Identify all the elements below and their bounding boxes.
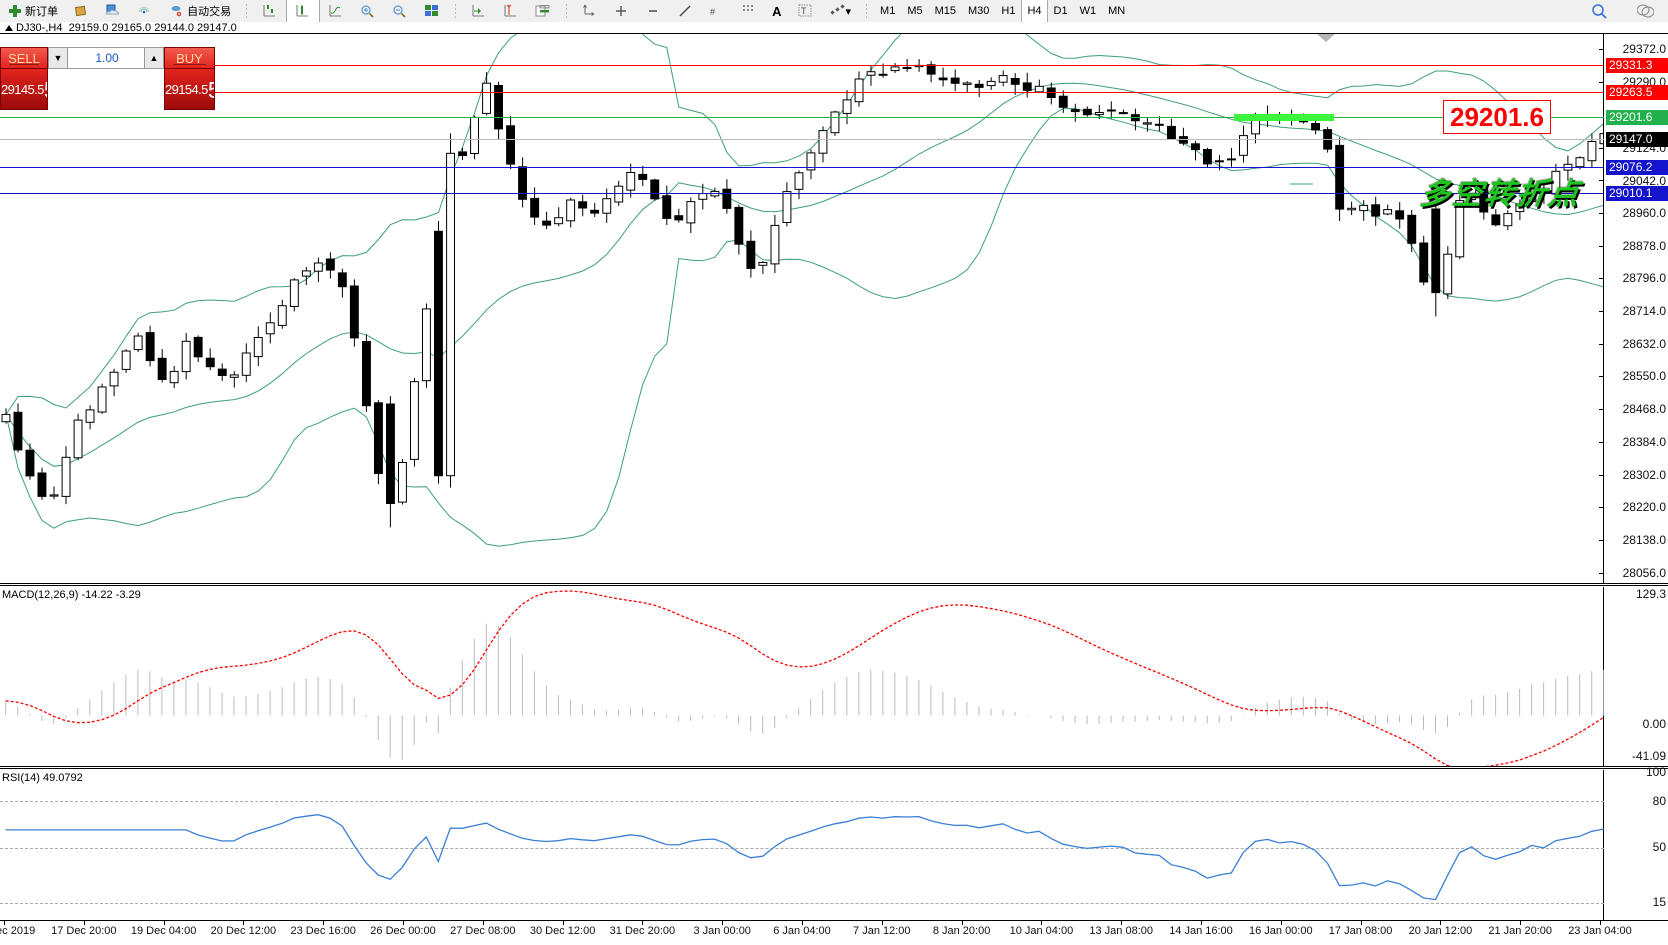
svg-text:#: #: [710, 7, 715, 17]
svg-text:T: T: [801, 6, 807, 16]
